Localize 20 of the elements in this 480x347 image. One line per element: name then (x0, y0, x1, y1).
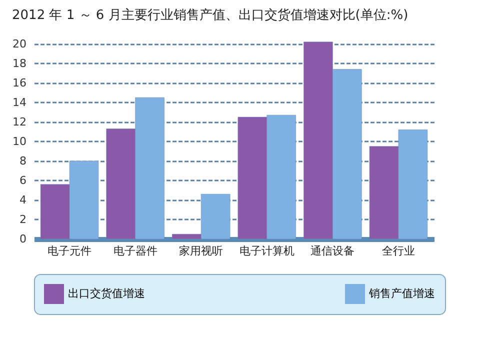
x-tick-label: 电子计算机 (239, 244, 294, 258)
y-tick-label: 0 (20, 232, 26, 246)
legend-label: 出口交货值增速 (68, 287, 145, 300)
x-tick-label: 电子器件 (113, 244, 158, 258)
x-tick-label: 电子元件 (48, 244, 92, 258)
y-tick-label: 14 (12, 96, 26, 109)
y-tick-label: 20 (12, 37, 26, 50)
y-tick-label: 2 (20, 212, 26, 226)
y-tick-label: 8 (20, 154, 26, 168)
y-tick-label: 4 (20, 193, 26, 206)
y-tick-label: 16 (12, 76, 26, 90)
x-tick-label: 全行业 (382, 244, 415, 258)
y-tick-label: 12 (12, 115, 26, 128)
x-tick-label: 通信设备 (310, 244, 355, 258)
y-tick-label: 18 (12, 56, 26, 70)
y-tick-label: 6 (20, 174, 26, 187)
legend-label: 销售产值增速 (368, 287, 435, 300)
y-tick-label: 10 (12, 134, 26, 148)
chart-title: 2012 年 1 ～ 6 月主要行业销售产值、出口交货值增速对比(单位:%) (12, 6, 408, 23)
x-tick-label: 家用视听 (179, 244, 224, 258)
